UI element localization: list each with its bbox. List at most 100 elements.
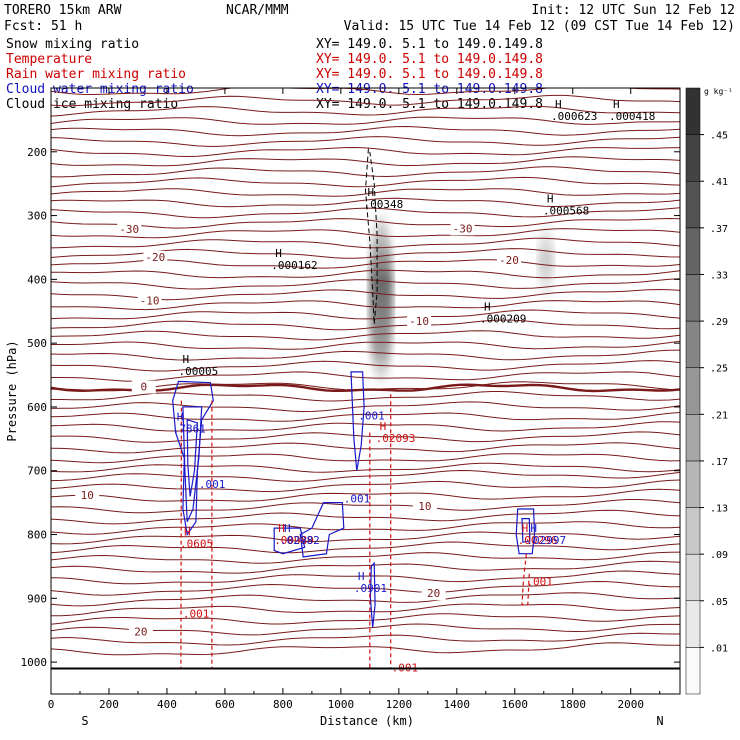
temperature-isotherm [51,462,680,473]
colorbar-label: .13 [710,504,728,515]
extremum-value: .00005 [179,365,219,378]
temperature-isotherm [51,632,680,646]
colorbar-label: .05 [710,597,728,608]
extremum-marker: H [547,192,554,205]
temperature-isotherm [51,116,680,125]
org-label: NCAR/MMM [226,3,289,18]
x-tick-label: 600 [215,698,235,711]
extremum-value: .00296 [518,534,558,547]
rain-water-contour [180,400,182,669]
temperature-label-bg [143,251,168,265]
cloud-water-contour [350,371,365,471]
ice-shading [369,212,554,388]
temperature-isotherm [51,237,680,249]
extremum-marker: H [484,301,491,314]
colorbar-label: .01 [710,643,728,654]
extremum-marker: H [275,247,282,260]
temperature-isotherm [51,340,680,350]
extremum-marker: H [284,522,291,535]
valid-time: Valid: 15 UTC Tue 14 Feb 12 (09 CST Tue … [344,19,735,34]
extremum-marker: H [380,420,387,433]
temperature-isotherm [51,521,680,535]
temperature-isotherm [51,580,680,596]
extremum-marker: H [555,98,562,111]
init-time: Init: 12 UTC Sun 12 Feb 12 [532,3,736,18]
temperature-isotherm [51,94,680,107]
temperature-isotherm [51,309,680,320]
temperature-isotherm [51,412,680,422]
temperature-isotherm [51,499,680,514]
mixing-ratio-contours [172,148,536,669]
temperature-isotherm [51,176,680,188]
extremum-marker: H [522,522,529,535]
x-tick-label: 2000 [617,698,644,711]
extremum-value: .001 [199,478,226,491]
colorbar-segment [685,87,701,135]
temperature-label: 20 [134,625,147,638]
y-tick-label: 200 [27,146,47,159]
colorbar: .01 .05 .09 .13 .17 .21 .25 .29 .33 .37 .41 .45 g kg… [685,87,733,695]
x-axis-title: Distance (km) [320,714,414,728]
colorbar-segment [685,553,701,602]
y-tick-label: 700 [27,465,47,478]
temperature-label: -30 [453,222,473,235]
temperature-label: -10 [140,294,160,307]
x-tick-label: 0 [48,698,55,711]
temperature-label-bg [75,488,100,502]
x-tick-label: 400 [157,698,177,711]
temperature-isotherm [51,570,680,585]
model-line: TORERO 15km ARW [4,3,122,18]
axes: 0 200 400 600 800 1000 1200 1400 1600 1800 2000200… [21,88,680,711]
temperature-isotherm [51,217,680,229]
colorbar-segment [685,320,701,368]
extremum-marker: H [177,410,184,423]
extremum-value: .02997 [526,534,566,547]
colorbar-segment [685,180,701,229]
temperature-label: 10 [81,489,94,502]
temperature-label-bg [131,380,156,394]
y-tick-label: 300 [27,210,47,223]
temperature-isotherm [51,541,680,554]
temperature-label: 10 [418,500,431,513]
extremum-value: .001 [526,576,553,589]
x-tick-label: 1600 [502,698,529,711]
temperature-isotherm [51,469,680,482]
temperature-isotherm [51,166,680,178]
field-legend-name: Temperature [6,52,92,67]
colorbar-segment [685,274,701,322]
cloud-ice-contour [364,148,378,325]
temperature-label: -20 [145,251,165,264]
colorbar-label: .41 [710,177,728,188]
temperature-isotherm [51,592,680,607]
colorbar-label: .45 [710,131,728,142]
cloud-water-contour [369,561,376,628]
colorbar-label: .21 [710,410,728,421]
cloud-water-contour [172,380,214,537]
extremum-marker: H [367,186,374,199]
temperature-isotherm [51,319,680,331]
temperature-isotherm [51,207,680,219]
extremum-value: .0901 [354,582,387,595]
temperature-isotherm [51,349,680,361]
temperature-isotherm [51,330,680,341]
field-legend-name: Snow mixing ratio [6,37,139,52]
colorbar-label: .33 [710,270,728,281]
colorbar-label: .17 [710,457,728,468]
field-legend-xy: XY= 149.0. 5.1 to 149.0.149.8 [316,67,543,82]
extremum-value: .000209 [480,313,526,326]
y-tick-label: 500 [27,337,47,350]
header: TORERO 15km ARW NCAR/MMM Init: 12 UTC Su… [4,3,735,34]
temperature-isotherm [51,188,680,197]
cloud-water-contour [521,518,531,543]
extremum-marker: H [184,525,191,538]
rain-water-contour [521,553,530,606]
temperature-label-bg [407,314,432,328]
extremum-value: .000162 [271,259,317,272]
colorbar-segment [685,414,701,462]
temperature-isotherm [51,531,680,545]
temperature-isotherm [51,371,680,382]
temperature-label-bg [128,625,153,639]
temperature-isotherm [51,453,680,464]
